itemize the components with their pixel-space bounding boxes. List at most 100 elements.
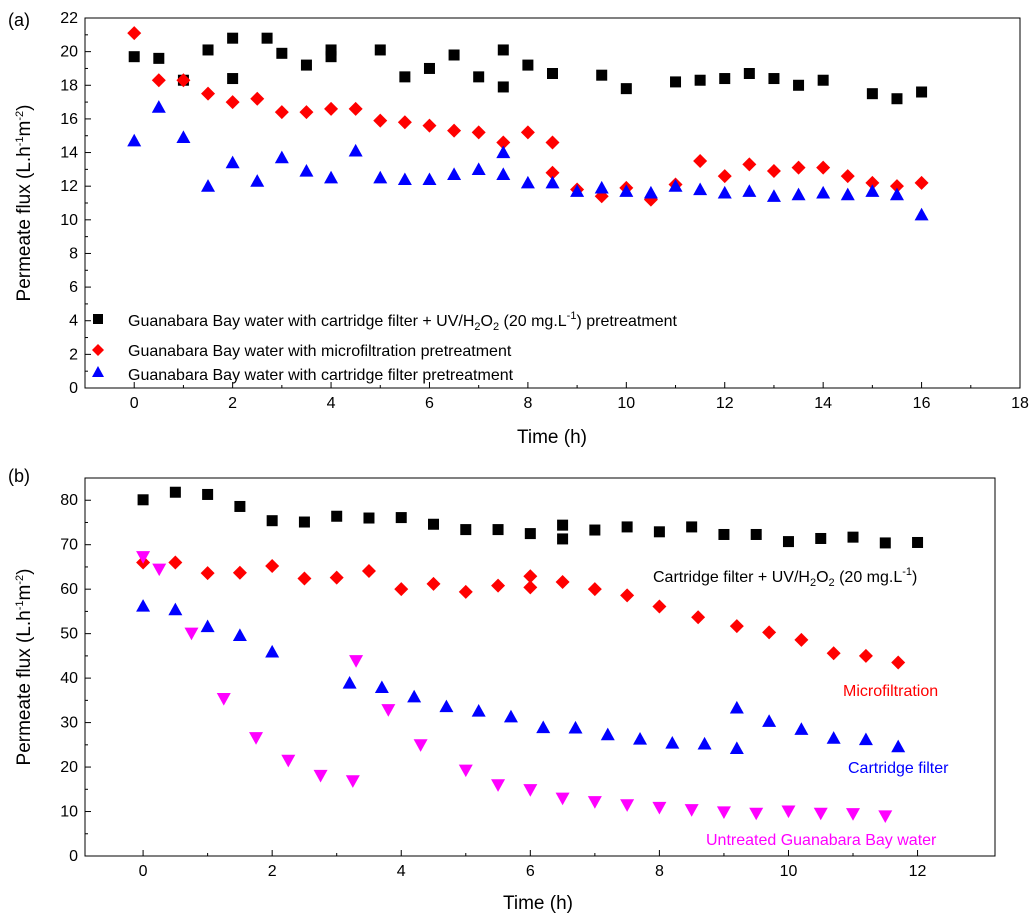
data-point-b-s2: [342, 676, 357, 689]
data-point-a-s1: [201, 86, 216, 101]
data-point-a-s0: [768, 73, 780, 85]
data-point-b-s1: [620, 588, 635, 603]
panel-a: (a) 0 2 4 6 8 10 12 14 16 18 0 2 4 6 8 10 12 14 16 18 20 22 T…: [8, 10, 1029, 448]
x-tick-label-b: 2: [268, 863, 277, 880]
data-point-a-s0: [300, 59, 312, 71]
data-point-b-s0: [331, 510, 343, 522]
data-point-b-s1: [729, 619, 744, 634]
data-point-b-s0: [718, 528, 730, 540]
data-point-a-s0: [547, 68, 558, 79]
data-point-b-s3: [587, 796, 602, 809]
data-point-a-s0: [374, 44, 386, 56]
x-tick-label-a: 14: [814, 395, 832, 412]
data-point-b-s2: [200, 619, 215, 633]
x-tick-label-b: 8: [655, 863, 664, 880]
data-point-b-s3: [216, 692, 231, 706]
data-point-a-s0: [153, 52, 165, 64]
x-tick-label-b: 10: [780, 863, 798, 880]
data-point-b-s0: [815, 532, 827, 544]
data-point-a-s0: [719, 73, 731, 85]
data-point-b-s2: [826, 731, 841, 744]
data-point-b-s1: [491, 578, 506, 593]
data-point-a-s2: [889, 187, 904, 201]
data-point-b-s0: [363, 512, 375, 524]
data-point-b-s0: [460, 524, 472, 536]
data-point-b-s3: [281, 754, 296, 768]
x-axis-title-b: Time (h): [503, 893, 573, 914]
data-point-a-s0: [399, 71, 411, 83]
data-point-a-s0: [620, 83, 632, 95]
data-point-a-s0: [227, 73, 239, 85]
data-point-b-s0: [912, 536, 924, 548]
data-point-a-s1: [914, 175, 929, 190]
data-point-a-s0: [448, 49, 460, 61]
data-point-b-s3: [381, 704, 396, 717]
data-point-a-s1: [299, 105, 314, 120]
y-tick-label-a: 8: [69, 245, 78, 262]
data-point-a-s2: [840, 187, 855, 201]
x-tick-label-a: 4: [327, 395, 336, 412]
data-point-a-s2: [373, 170, 388, 184]
y-tick-label-a: 18: [60, 77, 78, 94]
data-point-a-s0: [817, 74, 829, 86]
data-point-a-s1: [373, 113, 388, 128]
x-tick-label-a: 18: [1011, 395, 1029, 412]
data-point-a-s1: [225, 95, 240, 110]
data-point-b-s2: [232, 628, 247, 642]
data-point-b-s3: [652, 801, 667, 815]
data-point-a-s1: [693, 153, 708, 168]
data-point-a-s2: [151, 100, 166, 113]
data-point-a-s1: [274, 105, 289, 120]
data-point-b-s3: [458, 764, 473, 778]
data-point-a-s1: [348, 101, 363, 116]
data-point-a-s1: [816, 160, 831, 175]
data-point-b-s0: [653, 526, 665, 538]
data-point-b-s2: [633, 732, 648, 745]
data-point-a-s1: [397, 115, 412, 130]
data-point-a-s1: [545, 165, 560, 180]
data-point-b-s2: [374, 680, 389, 694]
data-point-a-s2: [914, 207, 929, 221]
data-point-b-s2: [729, 741, 744, 754]
data-point-b-s2: [794, 722, 809, 735]
data-point-a-s1: [151, 73, 166, 88]
data-point-b-s3: [249, 732, 264, 745]
data-point-b-s2: [536, 720, 551, 734]
data-point-a-s2: [324, 170, 339, 184]
data-point-b-s0: [847, 531, 859, 543]
y-tick-label-b: 10: [60, 804, 78, 821]
data-point-b-s3: [555, 792, 570, 806]
data-point-b-s1: [555, 575, 570, 590]
data-point-a-s2: [176, 130, 191, 144]
data-point-b-s0: [492, 524, 504, 536]
plot-frame-b: [84, 477, 996, 857]
data-point-b-s1: [794, 632, 809, 647]
data-point-b-s1: [168, 555, 183, 570]
data-point-b-s0: [879, 537, 891, 549]
data-point-b-s1: [826, 646, 841, 661]
data-point-a-s0: [694, 74, 706, 86]
data-point-b-s1: [458, 584, 473, 599]
data-point-b-s3: [413, 739, 428, 752]
data-point-b-s2: [471, 704, 486, 717]
data-point-b-s1: [361, 563, 376, 578]
data-point-a-s0: [743, 68, 755, 79]
data-point-a-s2: [545, 175, 560, 189]
series-label-uv: Cartridge filter + UV/H2O2 (20 mg.L-1): [653, 566, 917, 589]
data-point-a-s0: [128, 51, 140, 63]
data-point-a-s1: [447, 123, 462, 138]
data-point-a-s0: [670, 76, 682, 88]
legend-marker-diamond: [92, 344, 104, 356]
data-point-a-s1: [742, 157, 757, 172]
data-point-b-s1: [691, 610, 706, 625]
data-point-a-s2: [643, 185, 658, 199]
data-point-b-s3: [813, 807, 828, 821]
data-point-a-s2: [520, 175, 535, 189]
y-tick-label-b: 80: [60, 492, 78, 509]
y-tick-label-a: 10: [60, 212, 78, 229]
y-tick-label-a: 0: [69, 380, 78, 397]
data-point-b-s0: [137, 494, 149, 506]
data-point-a-s0: [497, 81, 509, 93]
data-point-a-s0: [325, 51, 337, 63]
data-point-b-s3: [846, 808, 861, 821]
